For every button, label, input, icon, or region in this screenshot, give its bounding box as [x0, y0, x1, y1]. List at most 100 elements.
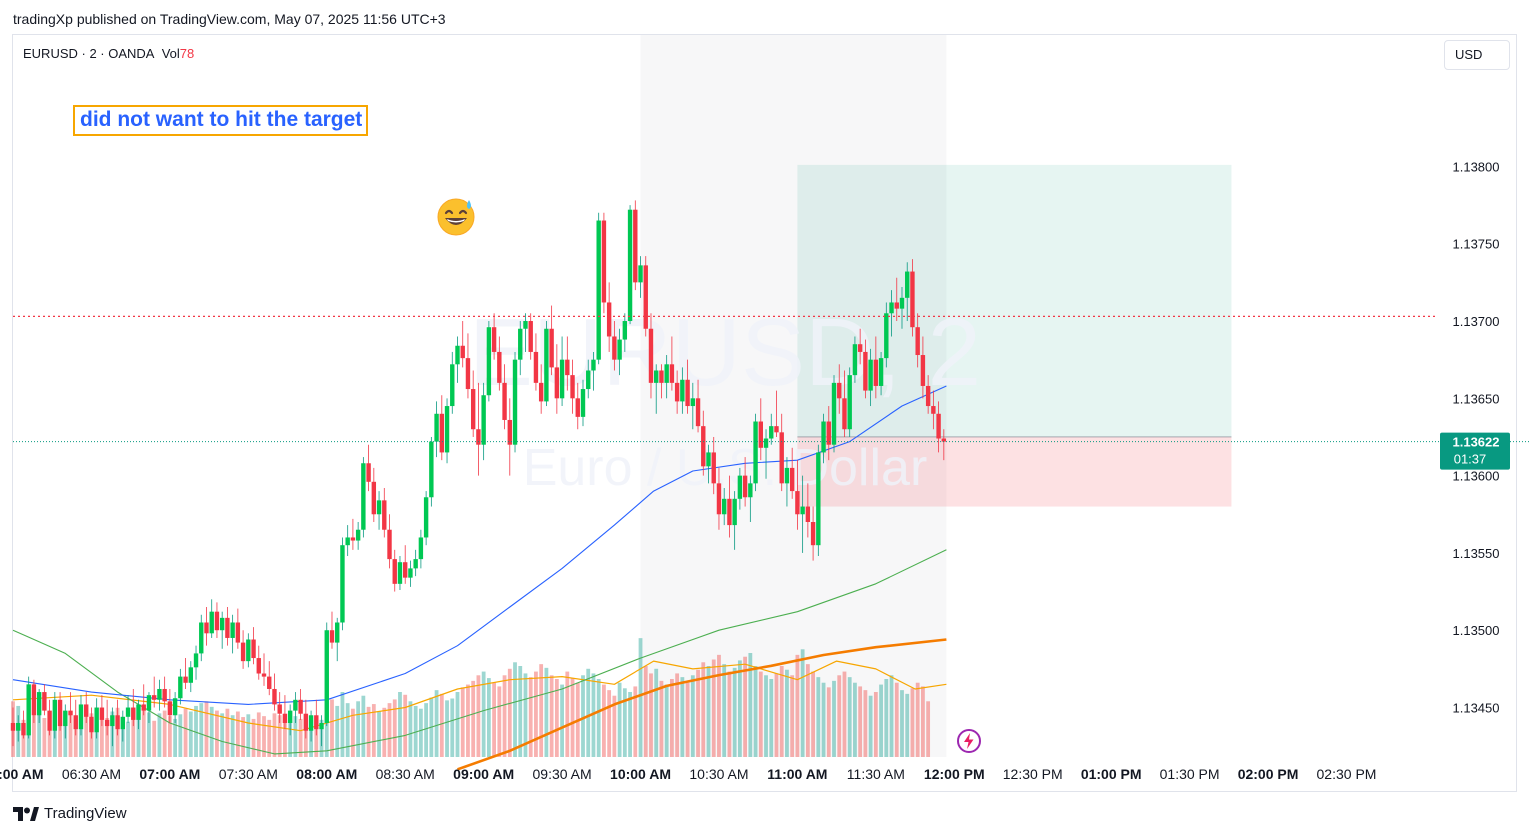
- volume-bar: [706, 666, 711, 757]
- lightning-icon[interactable]: [956, 728, 982, 754]
- candle-body: [267, 676, 272, 689]
- candle-body: [528, 321, 533, 352]
- volume-bar: [476, 675, 481, 757]
- candle-body: [335, 622, 340, 643]
- candle-body: [878, 358, 884, 386]
- y-tick-label: 1.13600: [1453, 469, 1500, 484]
- symbol-legend[interactable]: EURUSD · 2 · OANDA Vol78: [23, 46, 194, 61]
- volume-bar: [497, 686, 502, 757]
- volume-bar: [162, 710, 167, 757]
- candle-body: [240, 642, 246, 662]
- volume-bar: [832, 680, 836, 757]
- volume-bar: [283, 718, 287, 757]
- volume-bar: [37, 710, 42, 757]
- candle-body: [350, 537, 356, 541]
- sweat-smile-emoji-icon[interactable]: [436, 196, 476, 236]
- volume-bar: [335, 705, 340, 757]
- volume-bar: [340, 692, 345, 757]
- candle-body: [643, 265, 648, 329]
- candle-body: [429, 441, 434, 498]
- volume-bar: [769, 679, 774, 757]
- candle-body: [816, 452, 821, 546]
- candle-body: [151, 695, 157, 700]
- candle-body: [591, 359, 596, 371]
- volume-bar: [460, 687, 465, 757]
- candle-body: [737, 475, 743, 499]
- volume-bar: [549, 675, 554, 757]
- x-tick-label: 12:00 PM: [924, 766, 985, 782]
- candle-body: [533, 351, 539, 383]
- volume-bar: [894, 682, 899, 757]
- volume-bar: [73, 718, 78, 757]
- volume-bar: [602, 684, 606, 757]
- volume-bar: [664, 684, 669, 757]
- volume-bar: [837, 675, 842, 757]
- x-tick-label: 08:00 AM: [296, 766, 357, 782]
- volume-bar: [638, 638, 643, 757]
- candle-body: [21, 722, 26, 736]
- volume-bar: [727, 671, 732, 757]
- candle-body: [178, 676, 183, 699]
- candle-body: [920, 355, 926, 386]
- x-tick-label: 02:00 PM: [1238, 766, 1299, 782]
- candle-body: [889, 302, 894, 314]
- candle-body: [413, 559, 418, 569]
- candle-body: [497, 351, 502, 383]
- volume-bar: [256, 712, 261, 757]
- footer-brand[interactable]: TradingView: [13, 805, 127, 822]
- candle-body: [690, 398, 696, 407]
- position-target-zone: [797, 164, 1232, 437]
- annotation-textbox[interactable]: did not want to hit the target: [73, 105, 369, 136]
- candle-body: [931, 406, 936, 414]
- volume-bar: [701, 662, 706, 757]
- currency-button[interactable]: USD: [1444, 40, 1510, 70]
- volume-bar: [821, 682, 826, 757]
- candle-body: [131, 707, 136, 720]
- candle-body: [261, 673, 267, 677]
- candle-body: [732, 498, 737, 526]
- publish-header: tradingXp published on TradingView.com, …: [13, 11, 446, 27]
- volume-bar: [455, 692, 460, 757]
- candles-layer: [10, 200, 947, 747]
- volume-bar: [785, 669, 789, 757]
- volume-bar: [622, 688, 627, 757]
- volume-bar: [230, 715, 235, 757]
- candle-body: [78, 704, 84, 730]
- volume-bar: [418, 708, 423, 757]
- volume-bar: [591, 673, 596, 757]
- candle-body: [491, 327, 497, 352]
- volume-bar: [178, 714, 183, 757]
- volume-value: 78: [179, 46, 195, 61]
- volume-bar: [842, 671, 847, 757]
- volume-bar: [99, 716, 104, 757]
- candle-body: [784, 467, 790, 484]
- candle-body: [282, 713, 288, 723]
- candle-body: [418, 537, 424, 560]
- volume-bar: [492, 682, 497, 757]
- candle-body: [298, 699, 303, 714]
- candle-body: [706, 452, 711, 467]
- volume-bar: [147, 712, 151, 757]
- chart-frame: [12, 34, 1517, 792]
- candle-body: [502, 382, 507, 420]
- candle-body: [654, 370, 659, 383]
- candle-body: [99, 707, 105, 720]
- volume-bar: [805, 664, 810, 757]
- candle-body: [308, 715, 314, 731]
- candle-body: [16, 722, 21, 731]
- candle-body: [125, 707, 131, 717]
- volume-bar: [863, 690, 868, 757]
- candle-body: [857, 344, 863, 352]
- x-tick-label: 06:30 AM: [62, 766, 121, 782]
- volume-bar: [235, 711, 240, 757]
- candle-body: [287, 710, 293, 723]
- volume-bar: [847, 677, 852, 757]
- volume-bar: [581, 675, 585, 757]
- volume-bar: [188, 711, 193, 757]
- candle-body: [340, 545, 345, 623]
- volume-bar: [481, 671, 486, 757]
- volume-bar: [330, 699, 334, 757]
- volume-bar: [586, 668, 591, 757]
- volume-bar: [523, 673, 528, 757]
